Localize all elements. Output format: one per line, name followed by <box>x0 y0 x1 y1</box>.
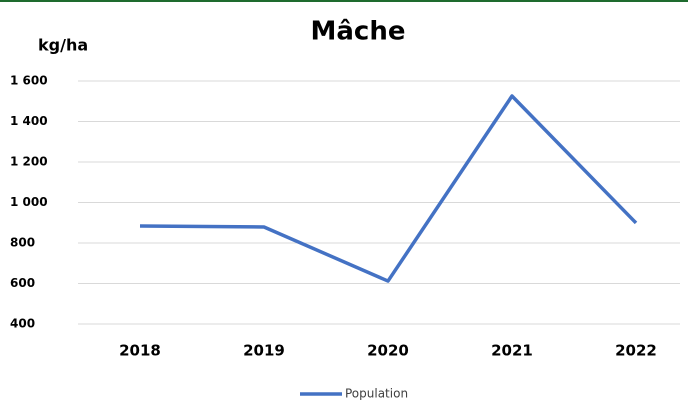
x-tick-label: 2022 <box>615 342 657 360</box>
y-tick-label: 400 <box>10 317 35 331</box>
legend-label: Population <box>345 387 408 401</box>
y-tick-label: 1 600 <box>10 74 48 88</box>
x-tick-label: 2019 <box>243 342 285 360</box>
y-tick-label: 800 <box>10 236 35 250</box>
y-tick-label: 1 400 <box>10 114 48 128</box>
y-tick-label: 1 000 <box>10 195 48 209</box>
x-tick-label: 2020 <box>367 342 409 360</box>
frame-border <box>0 0 688 2</box>
x-tick-label: 2021 <box>491 342 533 360</box>
y-tick-label: 600 <box>10 276 35 290</box>
y-axis-label: kg/ha <box>38 36 88 55</box>
y-tick-label: 1 200 <box>10 155 48 169</box>
chart-title: Mâche <box>311 17 406 47</box>
line-series <box>139 94 638 283</box>
x-tick-label: 2018 <box>119 342 161 360</box>
